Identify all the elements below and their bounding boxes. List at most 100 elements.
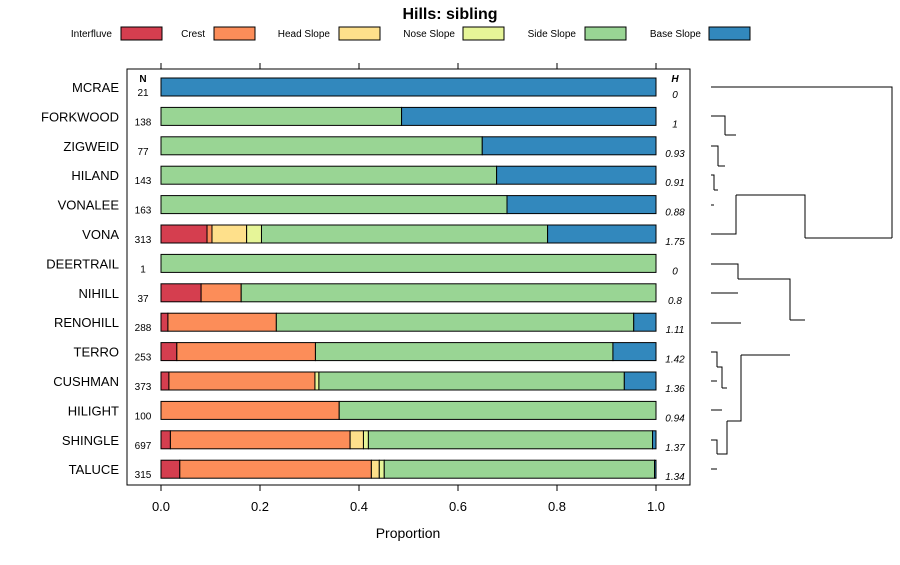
row-label: HILAND: [71, 168, 119, 183]
bar-segment: [176, 342, 316, 362]
h-value: 1.42: [665, 355, 685, 366]
bar-segment: [240, 283, 657, 303]
h-value: 0: [672, 266, 678, 277]
dendrogram-branch: [711, 145, 719, 166]
bar-segment: [160, 400, 340, 420]
bar-segment: [633, 312, 657, 332]
legend-swatch: [584, 26, 627, 41]
x-tick-label: 0.8: [548, 499, 566, 514]
x-tick-label: 0.0: [152, 499, 170, 514]
legend-swatch: [213, 26, 256, 41]
bar-segment: [200, 283, 242, 303]
bar-segment: [338, 400, 657, 420]
h-value: 1.36: [665, 384, 685, 395]
x-tick-label: 0.6: [449, 499, 467, 514]
bar-segment: [383, 459, 656, 479]
legend-swatch: [708, 26, 751, 41]
bars: [160, 77, 657, 479]
dendrogram-branch: [711, 439, 718, 454]
dendrogram-branch: [711, 174, 715, 190]
n-value: 315: [135, 470, 152, 481]
bar-segment: [160, 224, 208, 244]
n-value: 163: [135, 206, 152, 217]
legend-swatch: [338, 26, 381, 41]
row-label: DEERTRAIL: [46, 256, 119, 271]
panel-frame: [126, 68, 691, 486]
bar-segment: [160, 342, 178, 362]
legend-label: Side Slope: [528, 29, 577, 40]
x-tick-label: 1.0: [647, 499, 665, 514]
n-value: 1: [140, 264, 146, 275]
bar-segment: [160, 283, 202, 303]
x-axis: 0.0 0.2 0.4 0.6 0.8 1.0: [152, 63, 665, 514]
row-label: TALUCE: [69, 462, 120, 477]
bar-segment: [160, 312, 169, 332]
bar-segment: [318, 371, 625, 391]
row-label: MCRAE: [72, 80, 119, 95]
dendrogram: [711, 86, 893, 470]
legend: Interfluve Crest Head Slope Nose Slope Side …: [71, 26, 751, 41]
n-value: 253: [135, 353, 152, 364]
dendrogram-branch: [717, 366, 723, 388]
dendrogram-branch: [727, 355, 742, 422]
bar-segment: [275, 312, 635, 332]
bar-segment: [160, 195, 508, 215]
dendrogram-branch: [711, 351, 718, 367]
bar-segment: [168, 371, 316, 391]
row-labels: MCRAE 21 0 FORKWOOD 138 1 ZIGWEID 77 0.93 HILAND 1…: [41, 80, 685, 483]
h-value: 1.11: [666, 325, 685, 336]
bar-segment: [362, 430, 369, 450]
h-value: 0.93: [665, 149, 685, 160]
h-value: 0.8: [668, 296, 682, 307]
bar-segment: [167, 312, 277, 332]
x-axis-title: Proportion: [376, 525, 441, 541]
bar-segment: [179, 459, 372, 479]
bar-segment: [378, 459, 385, 479]
row-label: SHINGLE: [62, 433, 119, 448]
h-value: 0.88: [665, 208, 685, 219]
bar-segment: [401, 106, 657, 126]
bar-segment: [160, 77, 657, 97]
n-value: 697: [135, 441, 152, 452]
row-label: TERRO: [74, 345, 120, 360]
n-value: 138: [135, 117, 152, 128]
legend-label: Nose Slope: [403, 29, 455, 40]
row-label: ZIGWEID: [63, 139, 119, 154]
h-value: 0.91: [665, 178, 684, 189]
bar-segment: [260, 224, 549, 244]
bar-segment: [160, 371, 170, 391]
row-label: VONA: [82, 227, 119, 242]
bar-segment: [506, 195, 657, 215]
legend-swatch: [120, 26, 163, 41]
legend-label: Crest: [181, 29, 205, 40]
h-value: 0: [672, 90, 678, 101]
dendrogram-branch: [711, 263, 739, 279]
bar-segment: [160, 430, 171, 450]
bar-segment: [496, 165, 657, 185]
bar-segment: [314, 342, 614, 362]
bar-segment: [169, 430, 351, 450]
n-value: 77: [137, 147, 149, 158]
legend-label: Head Slope: [278, 29, 331, 40]
h-value: 1.75: [665, 237, 685, 248]
row-label: FORKWOOD: [41, 109, 119, 124]
legend-label: Base Slope: [650, 29, 702, 40]
row-label: CUSHMAN: [53, 374, 119, 389]
bar-segment: [314, 371, 320, 391]
bar-segment: [211, 224, 248, 244]
n-value: 288: [135, 323, 152, 334]
dendrogram-branch: [711, 195, 737, 235]
x-tick-label: 0.2: [251, 499, 269, 514]
h-value: 0.94: [665, 413, 685, 424]
h-header: H: [671, 74, 679, 85]
bar-segment: [160, 253, 657, 273]
dendrogram-branch: [711, 86, 893, 238]
n-value: 21: [137, 88, 149, 99]
bar-segment: [623, 371, 657, 391]
bar-segment: [370, 459, 380, 479]
dendrogram-branch: [711, 115, 726, 135]
legend-label: Interfluve: [71, 29, 113, 40]
n-value: 100: [135, 411, 152, 422]
x-tick-label: 0.4: [350, 499, 368, 514]
